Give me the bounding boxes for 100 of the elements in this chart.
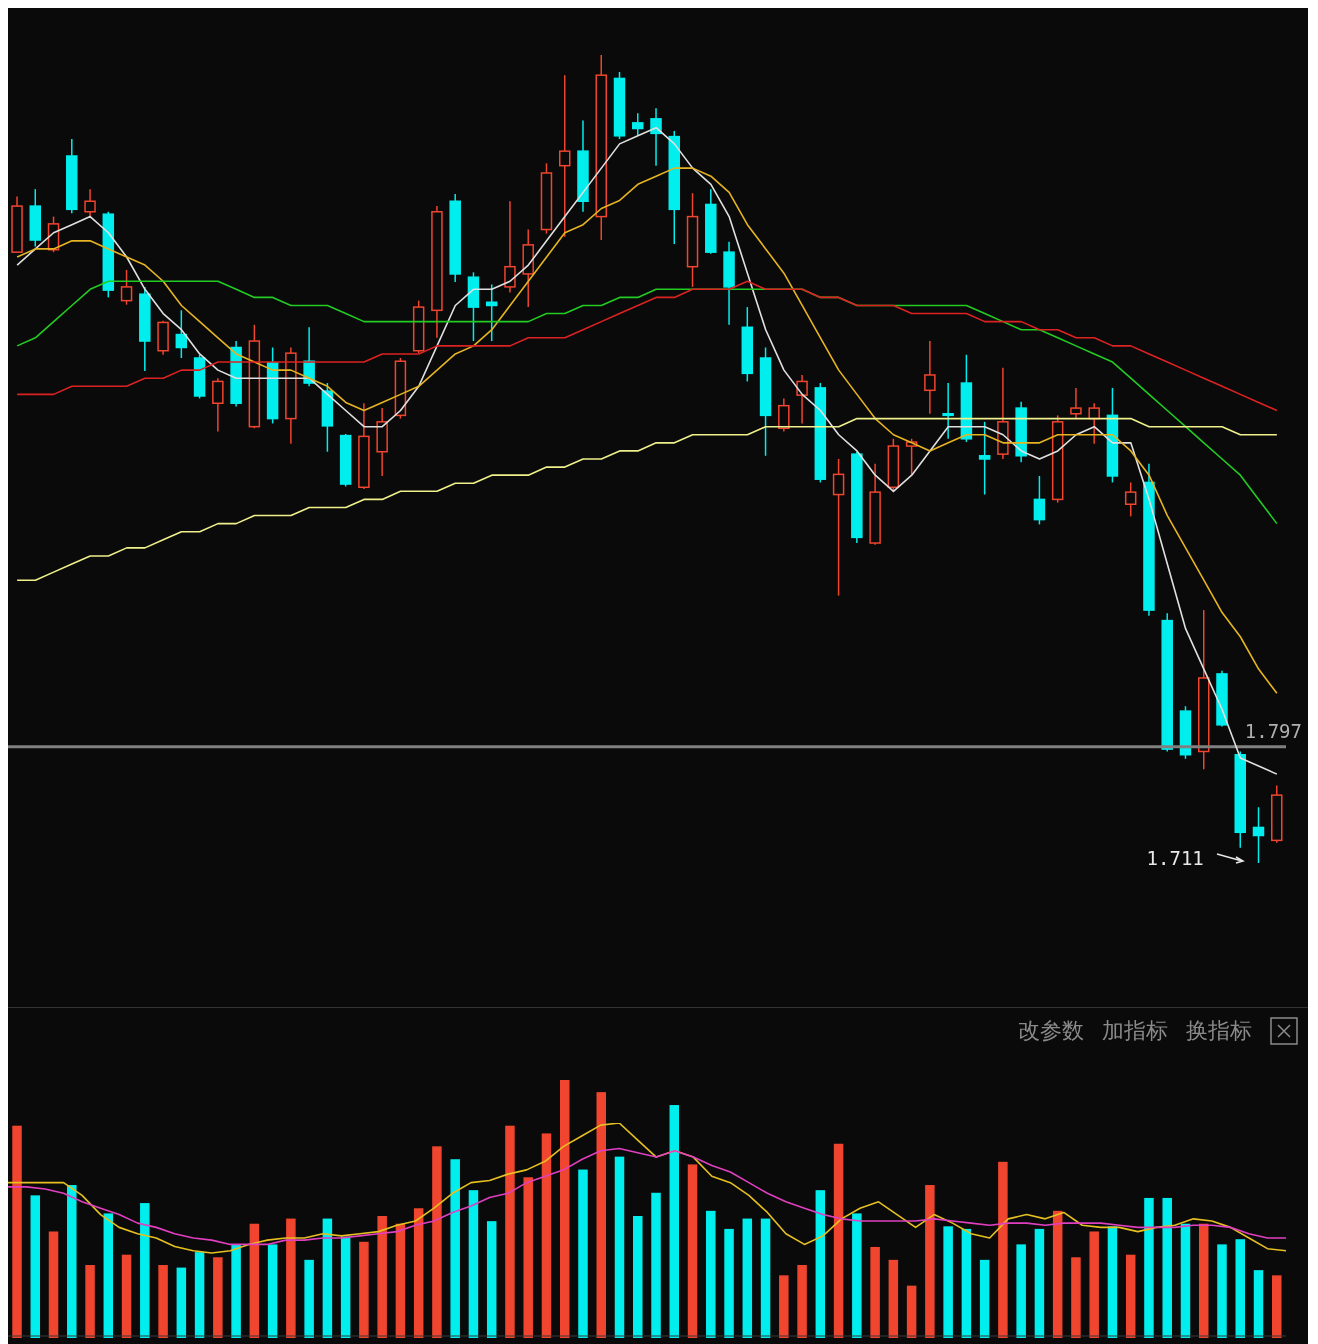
candlestick xyxy=(1252,806,1265,863)
bar xyxy=(1235,1239,1245,1338)
candlestick xyxy=(796,374,808,425)
bar xyxy=(559,1080,570,1338)
bar xyxy=(706,1210,716,1338)
bar xyxy=(596,1092,606,1338)
candlestick xyxy=(504,200,516,294)
bar xyxy=(1144,1197,1154,1338)
bar xyxy=(486,1221,497,1338)
bar xyxy=(961,1228,972,1338)
bar xyxy=(614,1156,625,1338)
bar xyxy=(12,1125,22,1338)
bar xyxy=(322,1218,333,1338)
bar xyxy=(870,1246,880,1338)
candlestick xyxy=(723,240,735,326)
candlestick xyxy=(66,138,78,215)
bar xyxy=(1107,1226,1118,1338)
candlestick xyxy=(1088,402,1100,445)
bar xyxy=(340,1236,351,1338)
bar xyxy=(833,1143,844,1338)
bar xyxy=(1180,1223,1191,1338)
candlestick xyxy=(376,407,388,477)
bar xyxy=(450,1159,460,1338)
bar xyxy=(140,1203,150,1338)
text: 加指标 xyxy=(1102,1017,1168,1045)
bar xyxy=(541,1133,552,1338)
bar xyxy=(1089,1231,1099,1338)
candlestick xyxy=(449,193,461,283)
bar xyxy=(1217,1244,1227,1338)
candlestick xyxy=(157,320,169,356)
bar xyxy=(1162,1197,1172,1338)
bar xyxy=(687,1164,698,1338)
bar xyxy=(194,1252,205,1338)
bar xyxy=(67,1185,77,1338)
bar xyxy=(505,1125,515,1338)
bar xyxy=(267,1244,278,1338)
candlestick xyxy=(358,402,370,490)
bar xyxy=(304,1259,314,1338)
text: 改参数 xyxy=(1018,1017,1084,1045)
bar xyxy=(1016,1244,1026,1338)
candlestick xyxy=(558,74,571,238)
candlestick xyxy=(869,463,881,546)
candlestick xyxy=(1271,784,1283,844)
bar xyxy=(377,1215,387,1338)
text: 换指标 xyxy=(1186,1017,1252,1045)
bar xyxy=(286,1218,296,1338)
bar xyxy=(906,1285,917,1338)
bar xyxy=(669,1105,680,1338)
bar xyxy=(760,1218,771,1338)
annotation: 1.797 xyxy=(1244,719,1302,742)
bar xyxy=(1272,1275,1282,1338)
bar xyxy=(1052,1210,1063,1338)
bar xyxy=(432,1146,442,1338)
bar xyxy=(852,1213,862,1338)
bar xyxy=(651,1192,661,1338)
bar xyxy=(1125,1254,1136,1338)
bar xyxy=(176,1267,187,1338)
candlestick xyxy=(522,228,534,308)
bar xyxy=(979,1259,990,1338)
bar xyxy=(797,1265,807,1338)
bar xyxy=(1198,1223,1209,1338)
bar xyxy=(1253,1270,1264,1338)
bar xyxy=(815,1190,826,1338)
candlestick xyxy=(632,112,644,137)
bar xyxy=(213,1257,223,1338)
candlestick xyxy=(1143,463,1155,617)
bar xyxy=(30,1195,41,1338)
bar xyxy=(359,1241,369,1338)
candlestick xyxy=(978,421,991,496)
bar xyxy=(633,1215,643,1338)
candlestick xyxy=(431,205,443,339)
bar xyxy=(578,1169,588,1338)
bar xyxy=(249,1223,260,1338)
bar xyxy=(158,1265,168,1338)
bar xyxy=(231,1244,241,1338)
annotation: 1.711 xyxy=(1146,847,1204,869)
candlestick xyxy=(924,340,936,415)
candlestick xyxy=(778,397,790,433)
bar xyxy=(121,1254,132,1338)
candlestick xyxy=(686,192,699,288)
bar xyxy=(48,1231,59,1338)
candlestick xyxy=(997,366,1009,460)
bar xyxy=(943,1226,953,1338)
bar xyxy=(1034,1228,1045,1338)
bar xyxy=(779,1275,789,1338)
candlestick xyxy=(1234,750,1246,849)
bar xyxy=(742,1218,753,1338)
bar xyxy=(103,1213,114,1338)
bar xyxy=(925,1185,935,1338)
candlestick xyxy=(705,188,717,255)
candlestick xyxy=(942,382,954,440)
candlestick xyxy=(212,377,224,433)
bar xyxy=(468,1190,479,1338)
candlestick xyxy=(285,346,297,445)
bar xyxy=(888,1259,899,1338)
bar xyxy=(1071,1257,1081,1338)
bar xyxy=(724,1228,734,1338)
bar xyxy=(85,1265,95,1338)
candlestick xyxy=(577,119,589,213)
bar xyxy=(395,1223,406,1338)
